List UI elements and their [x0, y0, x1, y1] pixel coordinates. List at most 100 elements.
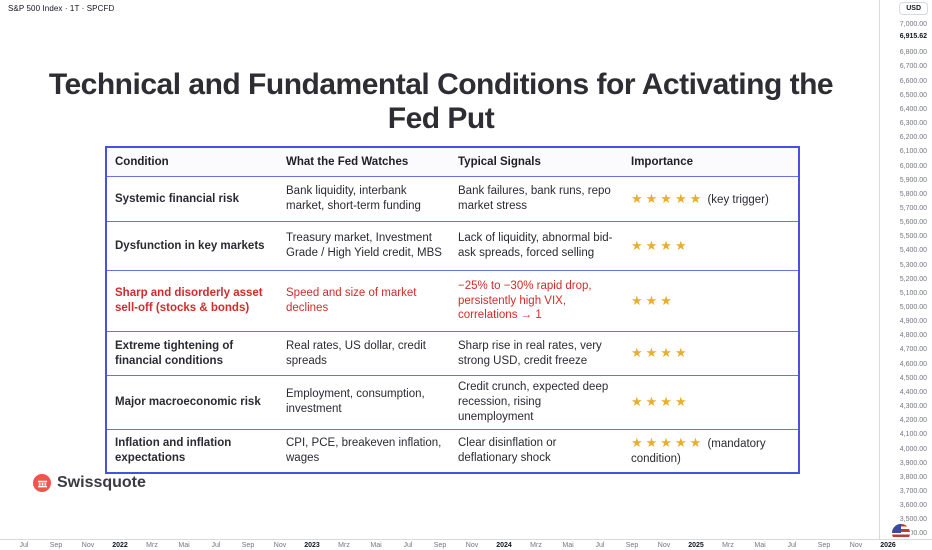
header-typical-signals: Typical Signals	[458, 156, 541, 168]
time-month-label: Sep	[817, 542, 831, 549]
time-year-label: 2026	[880, 542, 896, 549]
price-tick-label: 6,800.00	[899, 49, 927, 57]
price-tick-label: 6,200.00	[899, 134, 927, 142]
price-tick-label: 6,100.00	[899, 148, 927, 156]
header-condition: Condition	[115, 156, 169, 168]
price-tick-label: 4,000.00	[899, 445, 927, 453]
price-tick-label: 4,700.00	[899, 346, 927, 354]
signals-cell: Lack of liquidity, abnormal bid-ask spre…	[458, 232, 613, 259]
importance-cell: ★★★★	[623, 222, 799, 271]
time-year-label: 2023	[304, 542, 320, 549]
time-month-label: Jul	[211, 542, 221, 549]
time-month-label: Nov	[81, 542, 95, 549]
price-tick-label: 3,700.00	[899, 487, 927, 495]
time-month-label: Mai	[754, 542, 766, 549]
time-month-label: Nov	[849, 542, 863, 549]
price-axis[interactable]: USD 6,915.62 7,000.00 6,800.00 6,700.00 6,6…	[879, 0, 932, 540]
price-tick-label: 5,100.00	[899, 289, 927, 297]
signals-cell: Sharp rise in real rates, very strong US…	[458, 339, 602, 367]
conditions-table-body: Systemic financial risk Bank liquidity, i…	[106, 176, 799, 473]
time-month-label: Mai	[562, 542, 574, 549]
watches-cell: Real rates, US dollar, credit spreads	[286, 339, 426, 367]
condition-cell: Extreme tightening of financial conditio…	[115, 339, 234, 367]
price-tick-label: 5,800.00	[899, 190, 927, 198]
importance-cell: ★★★★	[623, 332, 799, 376]
price-tick-label: 6,300.00	[899, 120, 927, 128]
importance-note: (mandatory condition)	[631, 437, 766, 465]
time-month-label: Nov	[657, 542, 671, 549]
signals-cell: Clear disinflation or deflationary shock	[458, 436, 557, 464]
watches-cell: Speed and size of market declines	[286, 287, 417, 314]
watches-cell: Treasury market, Investment Grade / High…	[286, 232, 442, 259]
price-tick-label: 3,600.00	[899, 502, 927, 510]
currency-button[interactable]: USD	[899, 2, 928, 15]
price-tick-label: 5,400.00	[899, 247, 927, 255]
time-month-label: Mrz	[338, 542, 350, 549]
price-tick-label: 6,600.00	[899, 77, 927, 85]
condition-cell: Dysfunction in key markets	[115, 239, 265, 252]
price-tick-label: 4,600.00	[899, 360, 927, 368]
time-month-label: Nov	[465, 542, 479, 549]
header-what-fed-watches: What the Fed Watches	[286, 156, 409, 168]
table-row: Major macroeconomic risk Employment, cons…	[106, 375, 799, 430]
swissquote-wordmark: Swissquote	[57, 474, 146, 491]
time-month-label: Mai	[178, 542, 190, 549]
time-month-label: Mai	[370, 542, 382, 549]
time-month-label: Jul	[19, 542, 29, 549]
price-tick-label: 3,500.00	[899, 516, 927, 524]
price-tick-label: 5,200.00	[899, 275, 927, 283]
price-tick-label: 5,700.00	[899, 204, 927, 212]
price-tick-label: 4,200.00	[899, 417, 927, 425]
price-tick-label: 5,500.00	[899, 233, 927, 241]
star-rating: ★★★★	[631, 237, 690, 253]
time-month-label: Jul	[595, 542, 605, 549]
time-month-label: Mrz	[530, 542, 542, 549]
price-tick-label: 4,900.00	[899, 318, 927, 326]
importance-note: (key trigger)	[704, 193, 769, 206]
time-year-label: 2025	[688, 542, 704, 549]
star-rating: ★★★★★	[631, 434, 705, 450]
price-tick-label: 7,000.00	[899, 21, 927, 28]
signals-cell: Bank failures, bank runs, repo market st…	[458, 185, 611, 212]
time-year-label: 2024	[496, 542, 512, 549]
price-tick-label: 4,400.00	[899, 388, 927, 396]
table-row: Extreme tightening of financial conditio…	[106, 331, 799, 376]
symbol-legend[interactable]: S&P 500 Index · 1T · SPCFD	[8, 4, 115, 13]
table-row: Systemic financial risk Bank liquidity, i…	[106, 176, 799, 222]
time-month-label: Sep	[433, 542, 447, 549]
us-flag-icon[interactable]	[892, 524, 910, 542]
star-rating: ★★★★	[631, 393, 690, 409]
price-tick-label: 5,000.00	[899, 304, 927, 311]
star-rating: ★★★★★	[631, 190, 705, 206]
signals-cell: Credit crunch, expected deep recession, …	[458, 381, 609, 423]
time-month-label: Jul	[787, 542, 797, 549]
price-tick-label: 3,800.00	[899, 473, 927, 481]
price-tick-label: 4,500.00	[899, 374, 927, 382]
time-month-label: Jul	[403, 542, 413, 549]
time-year-label: 2022	[112, 542, 128, 549]
table-header-row: Condition What the Fed Watches Typical S…	[106, 147, 799, 177]
swissquote-logo-icon	[33, 474, 51, 492]
time-month-label: Mrz	[146, 542, 158, 549]
time-month-label: Sep	[241, 542, 255, 549]
table-row: Dysfunction in key markets Treasury marke…	[106, 221, 799, 271]
price-tick-label: 4,100.00	[899, 431, 927, 439]
time-month-label: Nov	[273, 542, 287, 549]
condition-cell: Systemic financial risk	[115, 192, 240, 205]
page-title: Technical and Fundamental Conditions for…	[48, 68, 834, 135]
watches-cell: Employment, consumption, investment	[286, 388, 425, 416]
price-tick-label: 4,300.00	[899, 403, 927, 411]
importance-cell: ★★★★	[623, 376, 799, 430]
condition-cell: Major macroeconomic risk	[115, 395, 261, 408]
price-tick-label: 5,900.00	[899, 176, 927, 184]
price-tick-label: 5,300.00	[899, 261, 927, 269]
price-tick-label: 6,700.00	[899, 63, 927, 71]
star-rating: ★★★★	[631, 345, 690, 361]
time-axis[interactable]: Jul Sep Nov 2022 Mrz Mai Jul Sep Nov 2023 Mrz Mai Ju…	[0, 539, 932, 550]
current-price-label: 6,915.62	[899, 32, 927, 40]
price-tick-label: 5,600.00	[899, 219, 927, 227]
importance-cell: ★★★	[623, 271, 799, 332]
conditions-table: Condition What the Fed Watches Typical S…	[105, 146, 800, 474]
header-importance: Importance	[631, 156, 693, 168]
swissquote-watermark: Swissquote	[33, 474, 146, 492]
